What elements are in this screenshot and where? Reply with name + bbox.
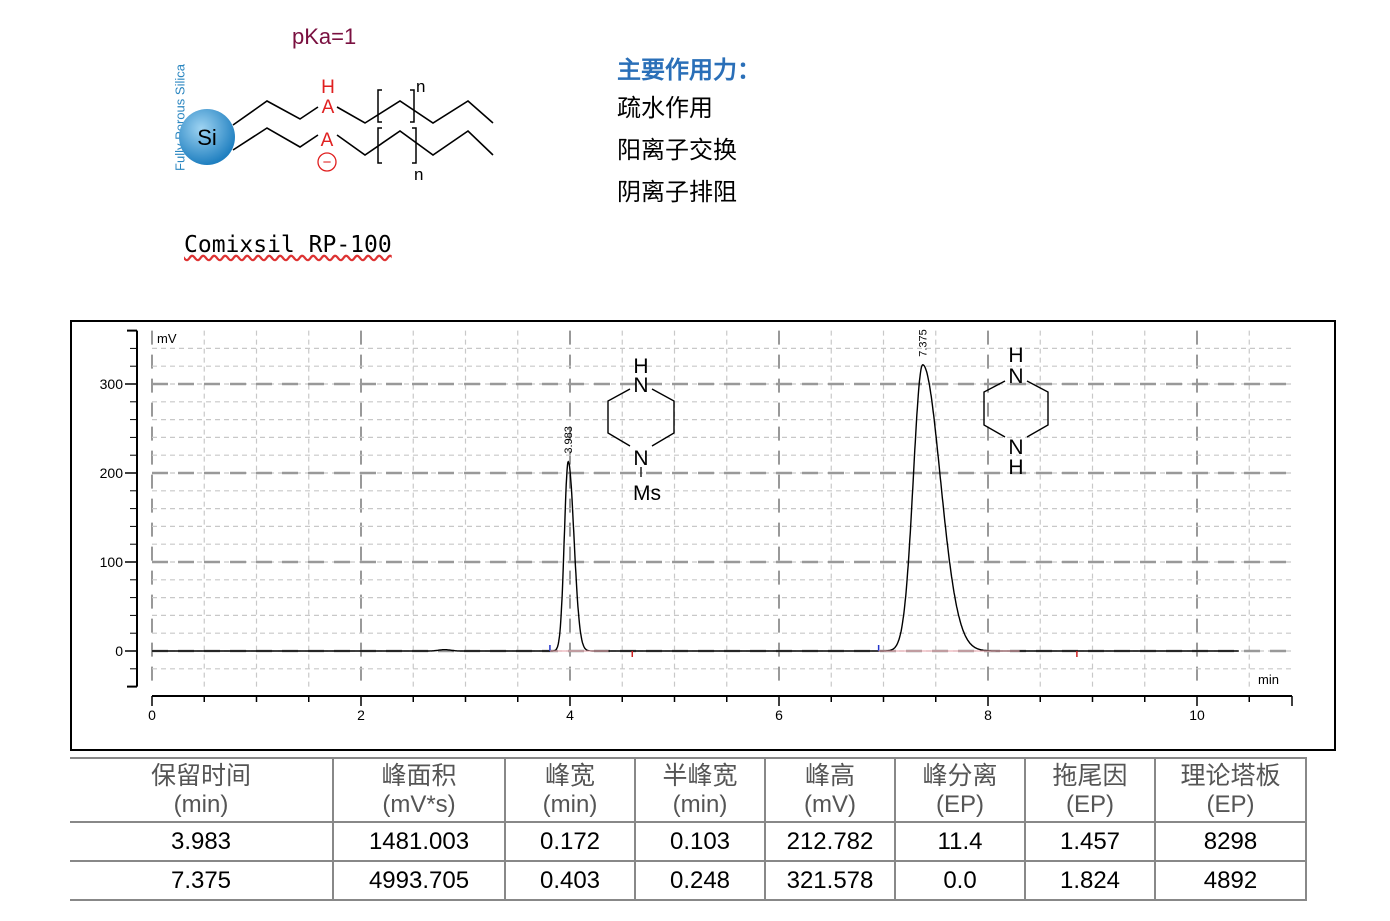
peak-label: 7.375 xyxy=(918,329,930,357)
si-label: Si xyxy=(197,125,217,150)
table-row: 7.375 4993.705 0.403 0.248 321.578 0.0 1.824 48… xyxy=(70,860,1307,901)
y-tick-label: 200 xyxy=(100,465,124,481)
svg-text:Ms: Ms xyxy=(633,482,661,505)
svg-text:H: H xyxy=(1008,456,1023,479)
product-name: Comixsil RP-100 xyxy=(184,232,392,258)
silica-sphere-icon xyxy=(179,109,235,165)
svg-text:H: H xyxy=(1008,344,1023,367)
table-row: 3.983 1481.003 0.172 0.103 212.782 11.4 1.457 8… xyxy=(70,821,1307,862)
force-item: 阴离子排阻 xyxy=(617,178,737,206)
chromatogram-frame xyxy=(70,320,1336,751)
negative-charge-icon xyxy=(317,152,337,172)
svg-text:H: H xyxy=(633,355,648,378)
y-axis-label: mV xyxy=(157,331,177,346)
force-item: 阳离子交换 xyxy=(617,136,737,164)
svg-text:H: H xyxy=(321,77,335,98)
results-table: 保留时间 (min) 峰面积 (mV*s) 峰宽 (min) 半峰宽 (min) 峰高(… xyxy=(70,757,1307,901)
x-tick-label: 8 xyxy=(984,707,992,723)
svg-text:A: A xyxy=(321,130,334,151)
svg-text:N: N xyxy=(633,374,648,397)
peak-label: 3.983 xyxy=(563,426,575,454)
svg-text:N: N xyxy=(1008,436,1023,459)
compound-structure-2: H N N H xyxy=(983,344,1049,479)
x-tick-label: 6 xyxy=(775,707,783,723)
forces-title: 主要作用力： xyxy=(617,55,761,84)
chromatogram-trace xyxy=(152,364,1239,652)
force-item: 疏水作用 xyxy=(617,94,713,122)
svg-text:N: N xyxy=(1008,365,1023,388)
svg-text:n: n xyxy=(414,165,423,184)
svg-text:N: N xyxy=(633,447,648,470)
x-tick-label: 4 xyxy=(566,707,574,723)
compound-structure-1: H N N Ms xyxy=(607,355,675,505)
x-axis-label: min xyxy=(1258,672,1279,687)
svg-text:A: A xyxy=(322,97,335,118)
svg-text:−: − xyxy=(323,154,332,171)
y-tick-label: 0 xyxy=(115,643,123,659)
x-tick-label: 2 xyxy=(357,707,365,723)
pka-label: pKa=1 xyxy=(292,24,357,49)
table-header-row: 保留时间 (min) 峰面积 (mV*s) 峰宽 (min) 半峰宽 (min) 峰高(… xyxy=(70,757,1307,823)
y-tick-label: 300 xyxy=(100,376,124,392)
x-tick-label: 0 xyxy=(148,707,156,723)
x-tick-label: 10 xyxy=(1189,707,1205,723)
y-tick-label: 100 xyxy=(100,554,124,570)
svg-text:n: n xyxy=(416,77,425,96)
stationary-phase-structure: Si H A A − n n xyxy=(179,77,494,184)
